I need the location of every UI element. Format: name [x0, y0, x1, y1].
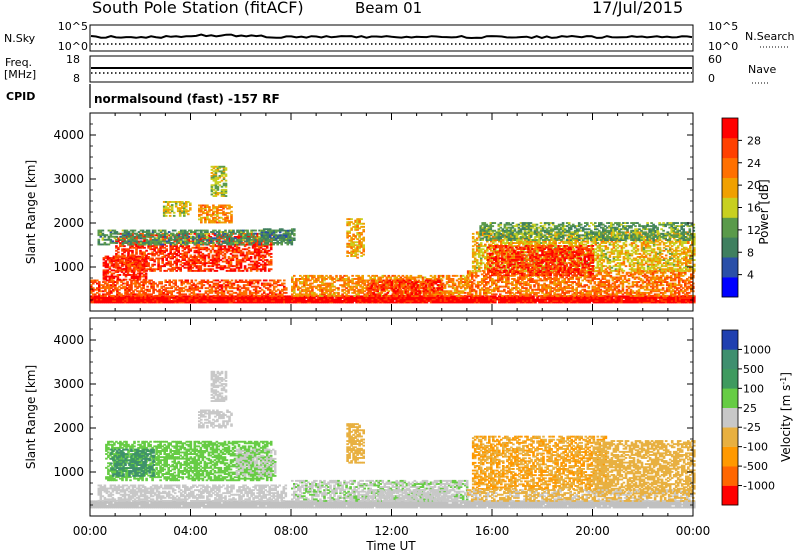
data-cell: [174, 280, 177, 282]
cpid-label: CPID: [6, 90, 35, 103]
data-cell: [126, 281, 129, 283]
nave-top-tick: 60: [708, 53, 722, 66]
data-cell: [185, 286, 188, 288]
nave-bottom-tick: 0: [708, 72, 715, 85]
date-label: 17/Jul/2015: [592, 0, 683, 17]
freq-bottom-tick: 8: [73, 72, 80, 85]
data-cell: [191, 280, 194, 282]
beam-label: Beam 01: [355, 0, 422, 17]
station-title: South Pole Station (fitACF): [92, 0, 304, 17]
data-cell: [532, 295, 535, 297]
data-cell: [185, 293, 188, 295]
data-cell: [203, 284, 206, 286]
data-cell: [199, 290, 202, 292]
nsky-bottom-tick: 10^0: [58, 40, 88, 53]
nsky-top-tick: 10^5: [58, 20, 88, 33]
data-cell: [195, 280, 198, 282]
nsky-trace: [91, 35, 692, 39]
data-cell: [164, 284, 167, 286]
data-cell: [225, 295, 228, 297]
freq-label-bottom: [MHz]: [4, 68, 36, 81]
data-cell: [146, 286, 149, 288]
data-cell: [172, 295, 175, 297]
data-cell: [187, 280, 190, 282]
cpid-text: normalsound (fast) -157 RF: [94, 92, 280, 106]
nsearch-label: N.Search: [745, 30, 795, 43]
nsearch-top-tick: 10^5: [708, 20, 738, 33]
plot-page: South Pole Station (fitACF) Beam 01 17/J…: [0, 0, 800, 554]
data-cell: [98, 281, 101, 283]
summary-plot: South Pole Station (fitACF) Beam 01 17/J…: [0, 0, 800, 554]
nave-label: Nave: [748, 63, 776, 76]
freq-top-tick: 18: [66, 53, 80, 66]
nsky-label: N.Sky: [4, 32, 36, 45]
nsearch-bottom-tick: 10^0: [708, 40, 738, 53]
data-cell: [160, 281, 163, 283]
data-cell: [112, 295, 115, 297]
